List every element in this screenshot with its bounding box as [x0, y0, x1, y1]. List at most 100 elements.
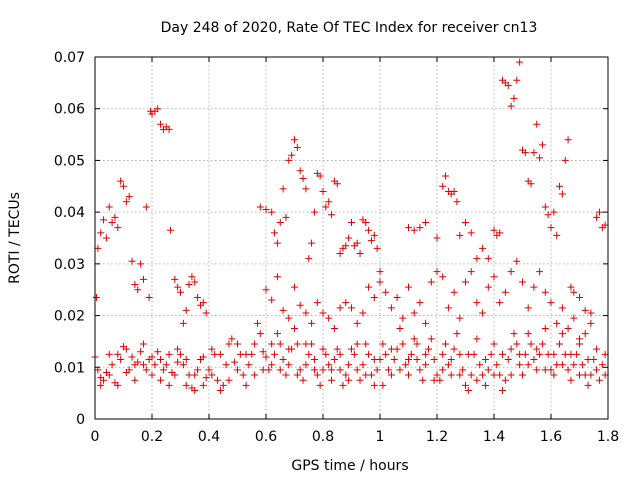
data-point: [114, 224, 122, 232]
data-point: [476, 361, 484, 369]
data-point: [541, 325, 549, 332]
data-point: [319, 345, 327, 353]
data-point: [293, 340, 301, 348]
data-point: [456, 314, 464, 322]
data-point: [225, 340, 233, 348]
data-point: [442, 340, 450, 348]
data-point: [202, 309, 210, 317]
data-point: [94, 366, 102, 374]
data-point: [342, 371, 350, 379]
data-point: [362, 218, 370, 226]
x-tick-label: 0.4: [198, 429, 220, 445]
data-point: [376, 278, 384, 286]
data-point: [199, 299, 207, 307]
data-point: [550, 350, 558, 358]
y-tick-label: 0.06: [54, 102, 85, 118]
data-point: [473, 255, 481, 263]
data-point: [325, 314, 333, 322]
data-point: [157, 356, 165, 364]
data-point: [601, 371, 609, 379]
data-point: [122, 198, 130, 206]
data-point: [157, 120, 165, 128]
data-point: [541, 288, 549, 296]
data-point: [279, 185, 287, 193]
data-point: [285, 361, 293, 369]
data-point: [450, 288, 458, 296]
data-point: [516, 58, 524, 66]
data-point: [479, 309, 487, 317]
data-point: [362, 371, 370, 379]
data-point: [462, 278, 469, 286]
data-point: [362, 340, 370, 348]
data-point: [439, 182, 447, 190]
data-point: [128, 353, 136, 361]
data-point: [353, 366, 361, 374]
data-point: [413, 356, 421, 364]
data-point: [262, 353, 270, 361]
data-point: [293, 371, 301, 379]
data-point: [593, 366, 601, 374]
data-point: [447, 371, 455, 379]
data-point: [239, 371, 247, 379]
data-point: [487, 350, 495, 358]
data-point: [593, 213, 601, 221]
data-point: [530, 283, 538, 291]
data-point: [558, 330, 566, 338]
data-point: [313, 299, 321, 307]
data-point: [296, 301, 304, 309]
data-point: [490, 340, 498, 348]
data-point: [291, 136, 298, 144]
data-point: [105, 350, 113, 358]
data-point: [373, 366, 381, 374]
data-point: [276, 366, 284, 374]
data-point: [570, 288, 578, 296]
data-point: [564, 366, 572, 374]
data-point: [584, 356, 592, 364]
data-point: [125, 193, 133, 201]
data-point: [464, 350, 472, 358]
data-point: [139, 340, 147, 348]
data-point: [299, 175, 307, 183]
data-point: [356, 250, 364, 258]
data-point: [558, 304, 566, 312]
data-point: [370, 293, 378, 301]
data-point: [302, 309, 310, 317]
data-point: [447, 356, 455, 364]
data-point: [120, 182, 127, 190]
data-point: [308, 319, 316, 327]
data-point: [524, 304, 532, 312]
data-point: [100, 216, 108, 224]
data-point: [496, 299, 504, 307]
data-point: [479, 371, 487, 379]
data-point: [473, 376, 481, 384]
data-point: [405, 356, 412, 364]
data-point: [268, 361, 276, 369]
data-point: [336, 250, 344, 258]
data-point: [484, 255, 492, 263]
data-point: [553, 231, 561, 239]
data-point: [353, 340, 361, 348]
data-point: [114, 350, 122, 358]
data-point: [199, 381, 207, 389]
data-point: [422, 319, 430, 327]
data-point: [593, 345, 601, 353]
data-point: [433, 234, 441, 242]
data-point: [507, 345, 515, 353]
data-point: [202, 374, 210, 382]
data-point: [439, 350, 447, 358]
data-point: [481, 381, 489, 389]
data-point: [490, 226, 498, 234]
data-point: [182, 306, 190, 314]
data-point: [558, 190, 566, 198]
data-point: [547, 224, 555, 232]
data-point: [234, 366, 241, 374]
data-point: [424, 345, 432, 353]
data-point: [499, 350, 507, 358]
data-point: [467, 229, 475, 237]
data-point: [422, 361, 430, 369]
data-point: [524, 361, 532, 369]
data-point: [444, 304, 452, 312]
data-point: [282, 371, 290, 379]
chart-title: Day 248 of 2020, Rate Of TEC Index for r…: [161, 20, 538, 36]
data-point: [273, 330, 281, 338]
